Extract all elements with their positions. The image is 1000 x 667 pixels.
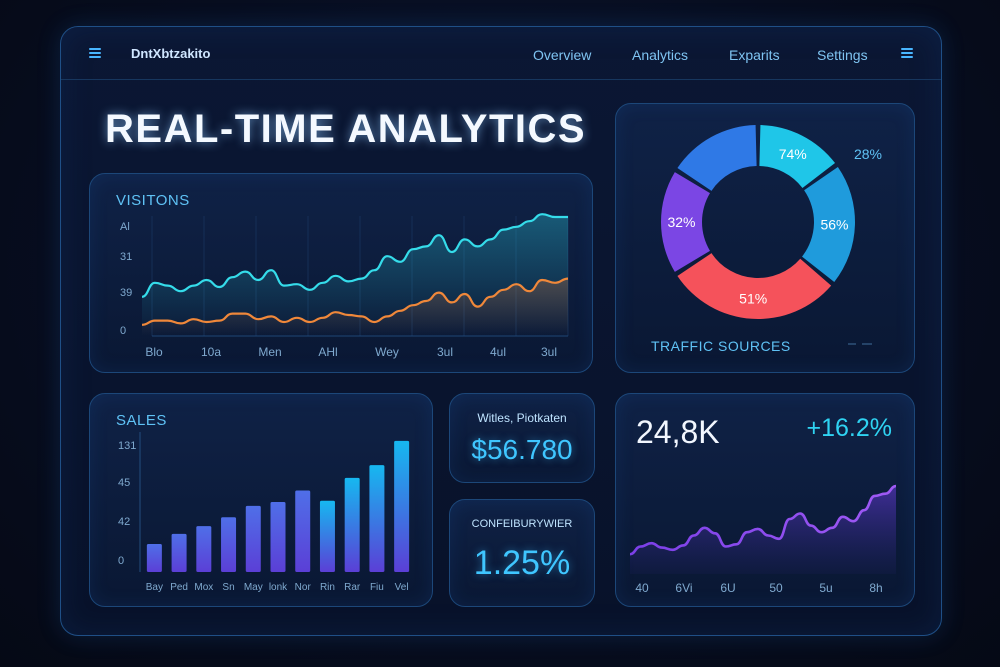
x-tick-label: Rin (320, 582, 335, 593)
donut-slice (661, 172, 710, 272)
trend-area-chart: 40 6Vi 6U 50 5u 8h (629, 484, 897, 595)
x-tick-label: Bay (146, 582, 163, 593)
donut-slice-label: 51% (739, 290, 767, 306)
sales-bar (171, 533, 187, 572)
sales-bar (146, 544, 162, 572)
nav-overview[interactable]: Overview (533, 47, 592, 63)
donut-outside-label: 28% (854, 146, 882, 162)
sales-bar (196, 526, 212, 572)
y-tick-label: Al (120, 221, 130, 233)
x-tick-label: Fiu (370, 582, 384, 593)
visitors-series-cyan-line (141, 213, 568, 298)
sales-bar (221, 517, 237, 572)
dashboard-frame: DntXbtzakito Overview Analytics Exparits… (60, 26, 942, 636)
trend-change-value: +16.2% (806, 414, 893, 442)
x-tick-label: 50 (769, 581, 783, 595)
sales-bar (270, 502, 286, 572)
y-tick-label: 131 (118, 440, 136, 452)
sales-bar (319, 500, 335, 572)
y-tick-label: 31 (120, 251, 132, 263)
x-tick-label: 4ul (490, 345, 506, 359)
donut-slice (802, 166, 855, 282)
sales-bar-chart: 131 45 42 0 Bay Ped Mox Sn May lonk Nor Rin Rar Fiu Ve… (118, 432, 410, 593)
rate-kpi-value: 1.25% (473, 544, 571, 582)
y-tick-label: 42 (118, 516, 130, 528)
revenue-kpi-subtitle: Witles, Piotkaten (477, 411, 567, 425)
x-tick-label: Ped (170, 582, 188, 593)
donut-slice (677, 125, 757, 191)
sales-bar (369, 465, 385, 572)
x-tick-label: Blo (145, 345, 163, 359)
x-tick-label: May (244, 582, 263, 593)
rate-kpi-subtitle: CONFEIBURYWIER (471, 518, 573, 530)
x-tick-label: Vel (395, 582, 409, 593)
trend-total-value: 24,8K (636, 414, 720, 450)
nav-settings[interactable]: Settings (817, 47, 868, 63)
page-title: REAL-TIME ANALYTICS (105, 107, 587, 151)
x-tick-label: 3ul (437, 345, 453, 359)
x-tick-label: lonk (269, 582, 288, 593)
x-tick-label: Rar (344, 582, 361, 593)
donut-slice-label: 56% (820, 216, 848, 232)
trend-card: 24,8K +16.2% 40 6Vi 6U 50 5u 8h (615, 393, 915, 607)
x-tick-label: 40 (635, 581, 649, 595)
traffic-sources-label: TRAFFIC SOURCES (651, 338, 791, 354)
sales-bar (344, 477, 360, 572)
nav-exparits[interactable]: Exparits (729, 47, 780, 63)
x-tick-label: Nor (295, 582, 312, 593)
sales-bar (245, 505, 261, 572)
x-tick-label: Men (258, 345, 281, 359)
x-tick-label: 5u (819, 581, 832, 595)
visitors-line-chart: Al 31 39 0 Blo 10a Men AHl Wey 3ul 4ul 3ul (120, 213, 569, 359)
x-tick-label: 6U (720, 581, 735, 595)
x-tick-label: Mox (194, 582, 213, 593)
trend-line (629, 484, 897, 556)
x-tick-label: 10a (201, 345, 221, 359)
rate-kpi-card: CONFEIBURYWIER 1.25% (449, 499, 595, 607)
nav-analytics[interactable]: Analytics (632, 47, 689, 63)
visitors-series-orange-line (141, 277, 569, 326)
y-tick-label: 45 (118, 477, 130, 489)
x-tick-label: AHl (318, 345, 337, 359)
top-bar: DntXbtzakito Overview Analytics Exparits… (61, 27, 941, 80)
donut-slice-label: 32% (667, 214, 695, 230)
x-tick-label: 6Vi (675, 581, 692, 595)
sales-bar (295, 490, 311, 572)
visitors-series-orange-area (142, 278, 568, 336)
visitors-label: VISITONS (116, 192, 190, 209)
x-tick-label: 3ul (541, 345, 557, 359)
y-tick-label: 0 (118, 555, 124, 567)
x-tick-label: Sn (222, 582, 234, 593)
sales-bar (394, 440, 410, 572)
visitors-card: VISITONS Al 31 39 0 Blo 10a Men AHl Wey 3ul 4ul 3ul (89, 173, 593, 373)
traffic-donut-chart: 74% 56% 51% 32% 28% (661, 125, 882, 345)
revenue-kpi-value: $56.780 (471, 434, 573, 465)
donut-slice-label: 74% (779, 146, 807, 162)
trend-area (630, 486, 896, 574)
revenue-kpi-card: Witles, Piotkaten $56.780 (449, 393, 595, 483)
sales-card: SALES 131 45 42 0 Bay Ped Mox Sn May lonk Nor Rin Ra… (89, 393, 433, 607)
y-tick-label: 0 (120, 325, 126, 337)
brand-logo-text: DntXbtzakito (131, 46, 211, 61)
hamburger-menu-icon[interactable] (89, 48, 101, 58)
y-tick-label: 39 (120, 287, 132, 299)
x-tick-label: Wey (375, 345, 399, 359)
options-menu-icon[interactable] (901, 48, 913, 58)
sales-label: SALES (116, 412, 167, 429)
x-tick-label: 8h (869, 581, 882, 595)
donut-slice (677, 253, 832, 319)
donut-slice (759, 125, 836, 188)
traffic-sources-card: 74% 56% 51% 32% 28% TRAFFIC SOURCES (615, 103, 915, 373)
